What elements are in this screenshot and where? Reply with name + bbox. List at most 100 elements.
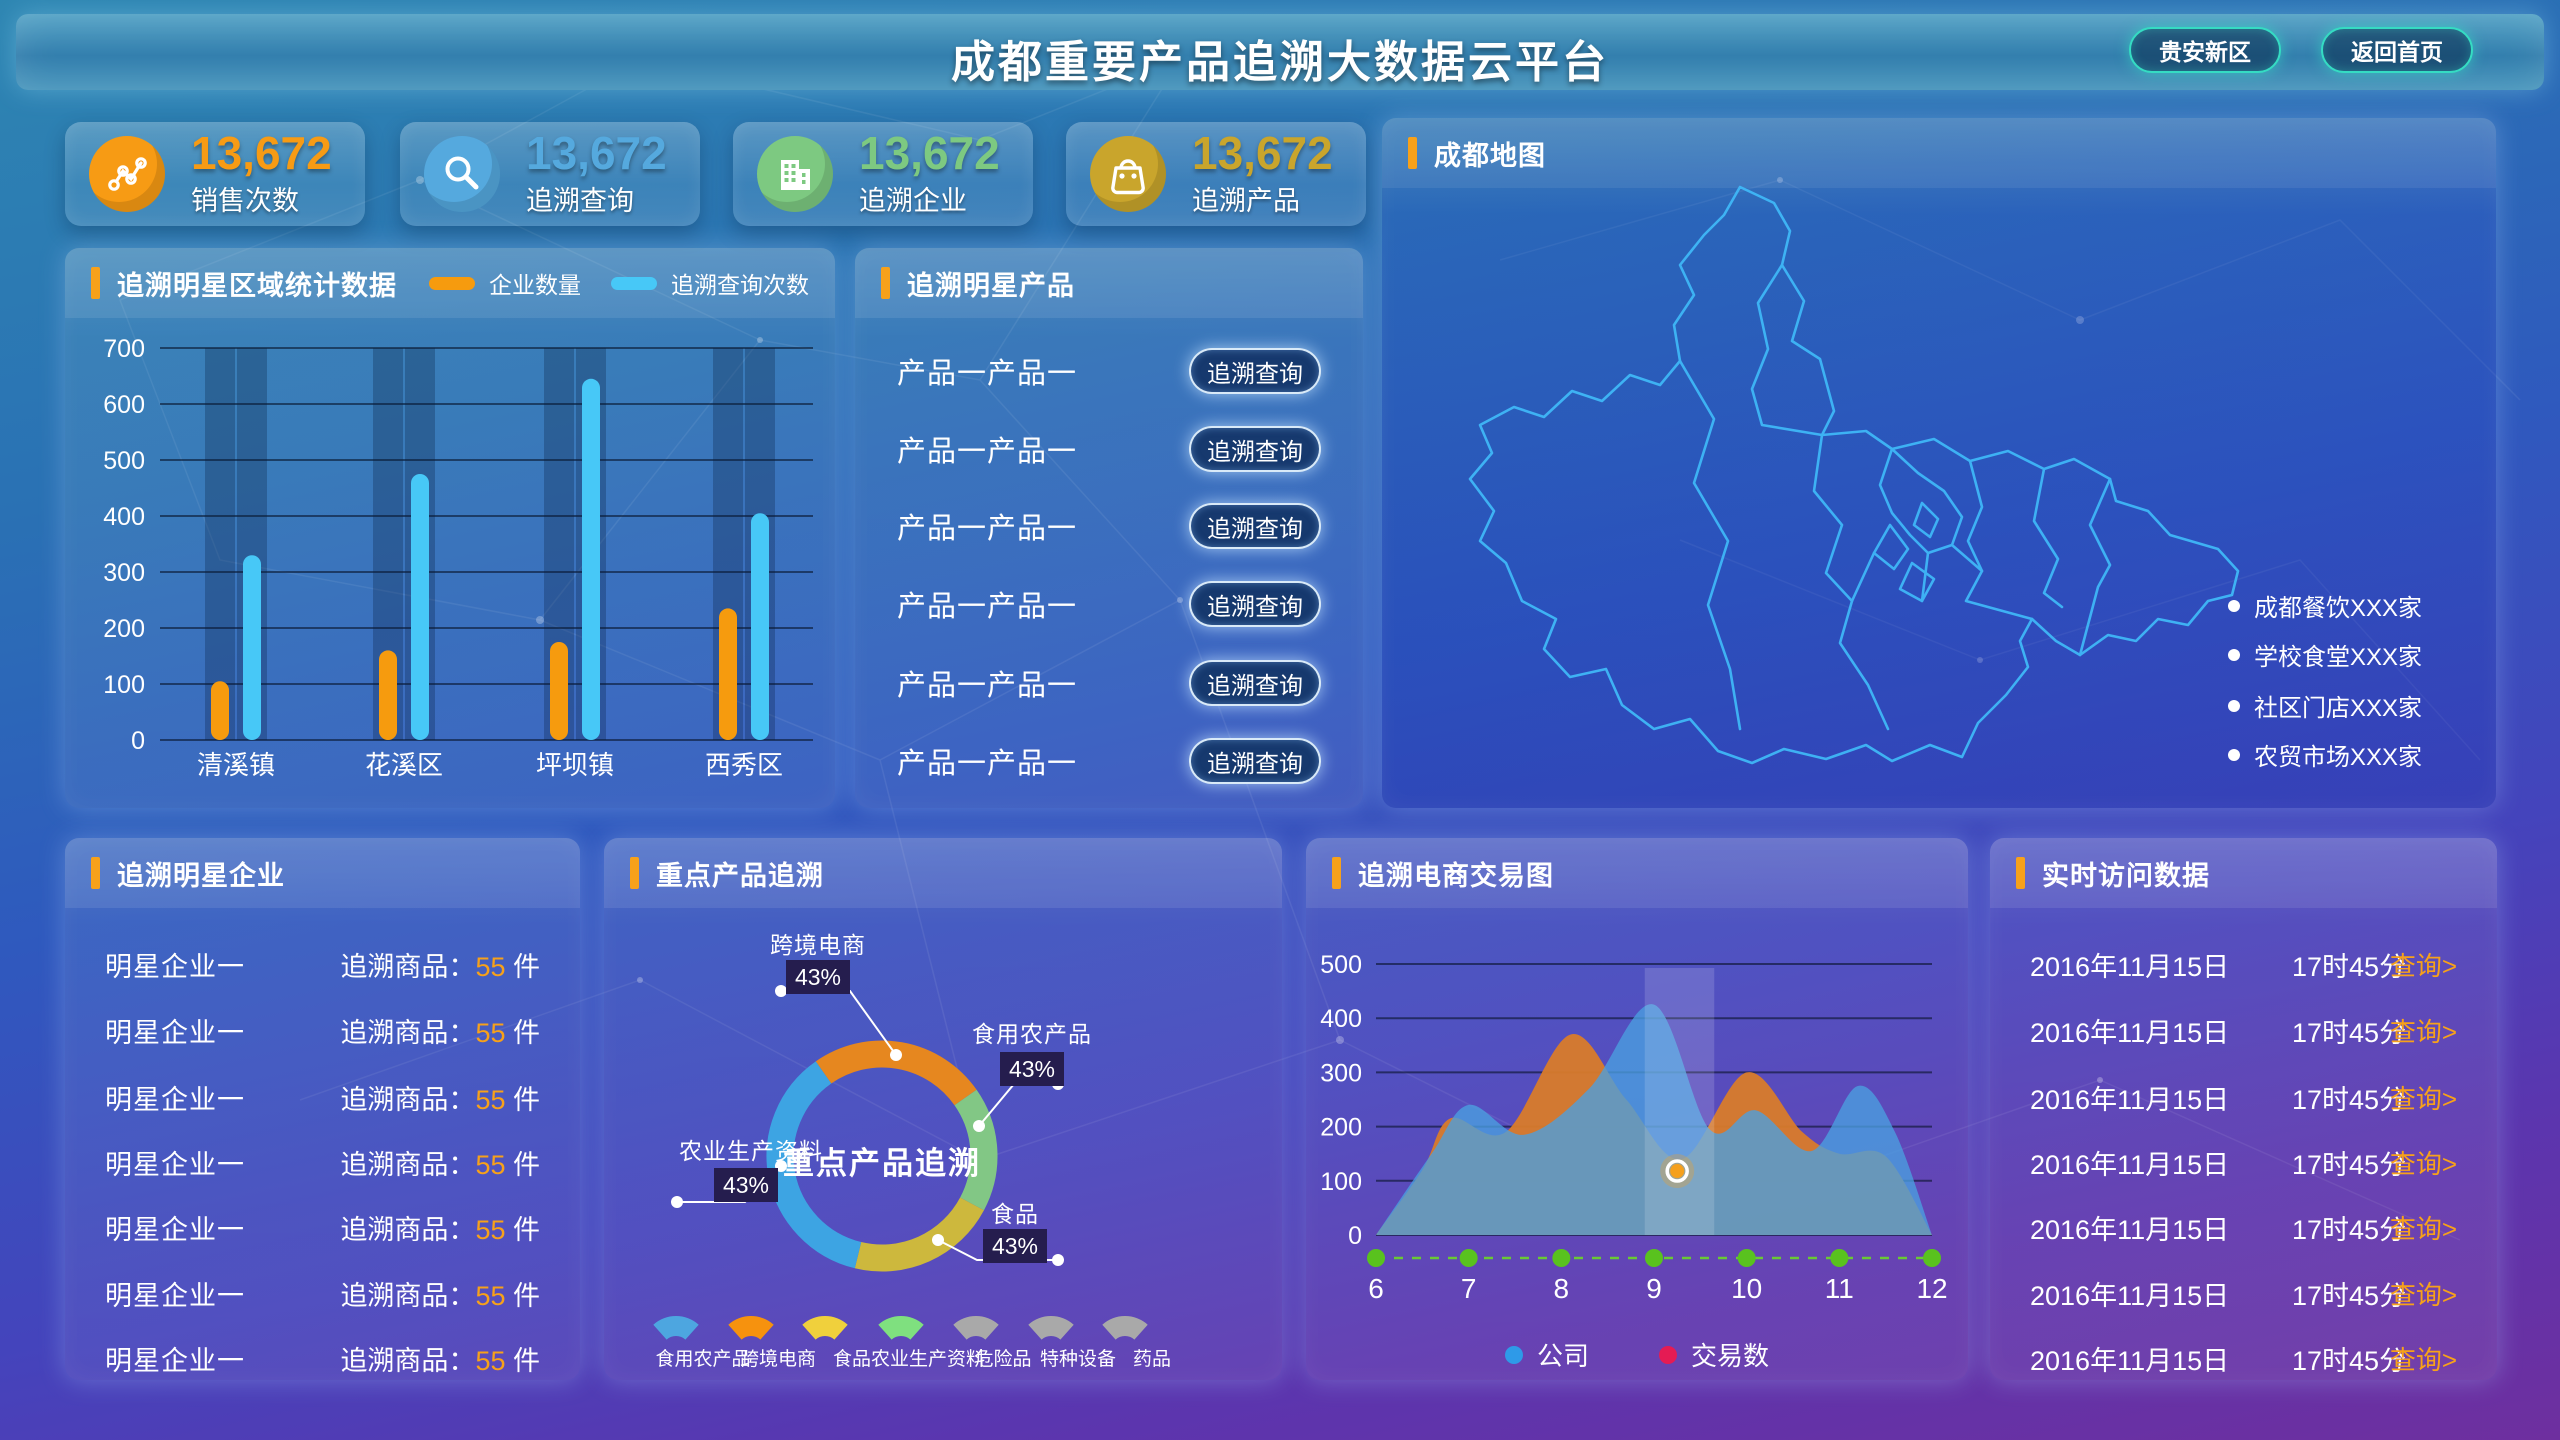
access-date: 2016年11月15日 (2030, 1280, 2230, 1311)
access-date: 2016年11月15日 (2030, 951, 2230, 982)
query-link[interactable]: 查询> (2389, 950, 2457, 981)
realtime-row: 2016年11月15日 17时45分 查询> (2030, 945, 2457, 983)
trace-query-button[interactable]: 追溯查询 (1189, 738, 1321, 784)
panel-title: 实时访问数据 (2042, 860, 2210, 891)
panel-title: 成都地图 (1434, 140, 1546, 171)
category-fan-icon: 跨境电商 (719, 1296, 837, 1371)
stat-value: 13,672 (1192, 126, 1333, 179)
svg-text:100: 100 (103, 671, 145, 699)
company-trace-count: 追溯商品：55 件 (340, 1084, 540, 1115)
svg-text:400: 400 (103, 503, 145, 531)
title-marker (91, 857, 100, 889)
ecommerce-chart-legend: 公司 交易数 (1306, 1336, 1968, 1373)
title-marker (91, 267, 100, 299)
access-time: 17时45分 (2292, 1345, 2407, 1376)
svg-text:清溪镇: 清溪镇 (197, 750, 275, 780)
trace-query-button[interactable]: 追溯查询 (1189, 426, 1321, 472)
category-fan-icon: 药品 (1093, 1296, 1211, 1371)
panel-title: 追溯明星企业 (117, 860, 285, 891)
panel-title: 追溯电商交易图 (1358, 860, 1554, 891)
guian-new-area-button[interactable]: 贵安新区 (2129, 27, 2281, 73)
stat-card-sales: 13,672 销售次数 (65, 122, 365, 226)
svg-text:9: 9 (1646, 1273, 1662, 1304)
trace-query-button[interactable]: 追溯查询 (1189, 348, 1321, 394)
company-trace-count: 追溯商品：55 件 (340, 1017, 540, 1048)
company-row: 明星企业一 追溯商品：55 件 (105, 1011, 540, 1049)
product-row: 产品一产品一 追溯查询 (897, 581, 1321, 627)
ecommerce-chart-panel: 追溯电商交易图 0 100 200 300 400 500 6 7 8 9 10 11 12 公司 交易… (1306, 838, 1968, 1380)
category-fan-icon: 危险品 (944, 1296, 1062, 1371)
access-time: 17时45分 (2292, 1214, 2407, 1245)
svg-text:500: 500 (1320, 951, 1362, 979)
chengdu-map-panel: 成都地图 成都餐饮XXX家 学校食堂XXX家 社区门店XXX家 农贸市场XXX家 (1382, 118, 2496, 808)
category-fan-icon: 食用农产品 (644, 1296, 762, 1371)
realtime-access-panel: 实时访问数据 2016年11月15日 17时45分 查询> 2016年11月15日 1… (1990, 838, 2497, 1380)
legend-item-transactions[interactable]: 交易数 (1659, 1336, 1769, 1373)
category-label: 危险品 (974, 1349, 1032, 1370)
product-name: 产品一产品一 (897, 358, 1078, 390)
access-date: 2016年11月15日 (2030, 1149, 2230, 1180)
panel-title: 追溯明星产品 (907, 270, 1075, 301)
chengdu-map[interactable] (1422, 173, 2262, 773)
query-link[interactable]: 查询> (2389, 1344, 2457, 1375)
company-trace-count: 追溯商品：55 件 (340, 1345, 540, 1376)
legend-item-company[interactable]: 公司 (1504, 1336, 1589, 1373)
stat-value: 13,672 (191, 126, 332, 179)
legend-swatch-queries[interactable] (611, 276, 657, 290)
trace-query-button[interactable]: 追溯查询 (1189, 503, 1321, 549)
realtime-row: 2016年11月15日 17时45分 查询> (2030, 1208, 2457, 1246)
map-legend-label: 成都餐饮XXX家 (2254, 595, 2423, 622)
svg-text:11: 11 (1825, 1273, 1854, 1304)
product-row: 产品一产品一 追溯查询 (897, 738, 1321, 784)
stat-card-trace-product: 13,672 追溯产品 (1066, 122, 1366, 226)
map-legend-item: 农贸市场XXX家 (2228, 737, 2422, 772)
company-name: 明星企业一 (105, 1214, 245, 1245)
company-trace-count: 追溯商品：55 件 (340, 1280, 540, 1311)
legend-dot-icon (1659, 1345, 1677, 1364)
access-time: 17时45分 (2292, 1084, 2407, 1115)
realtime-row: 2016年11月15日 17时45分 查询> (2030, 1078, 2457, 1116)
query-link[interactable]: 查询> (2389, 1213, 2457, 1244)
query-link[interactable]: 查询> (2389, 1148, 2457, 1179)
svg-text:坪坝镇: 坪坝镇 (536, 750, 614, 780)
stat-label: 销售次数 (191, 186, 299, 217)
trace-query-button[interactable]: 追溯查询 (1189, 660, 1321, 706)
legend-swatch-companies[interactable] (429, 276, 475, 290)
company-row: 明星企业一 追溯商品：55 件 (105, 1274, 540, 1312)
svg-text:600: 600 (103, 391, 145, 419)
company-name: 明星企业一 (105, 1084, 245, 1115)
svg-text:300: 300 (1320, 1059, 1362, 1087)
bullet-dot-icon (2228, 748, 2240, 761)
ecommerce-area-chart: 0 100 200 300 400 500 6 7 8 9 10 11 12 (1320, 951, 1947, 1304)
query-link[interactable]: 查询> (2389, 1016, 2457, 1047)
legend-label-queries[interactable]: 追溯查询次数 (671, 272, 809, 298)
access-time: 17时45分 (2292, 1017, 2407, 1048)
map-legend-label: 农贸市场XXX家 (2254, 744, 2423, 771)
map-legend-item: 学校食堂XXX家 (2228, 637, 2422, 672)
query-link[interactable]: 查询> (2389, 1083, 2457, 1114)
company-name: 明星企业一 (105, 1280, 245, 1311)
company-name: 明星企业一 (105, 951, 245, 982)
legend-label-companies[interactable]: 企业数量 (489, 272, 581, 298)
svg-text:200: 200 (103, 615, 145, 643)
category-label: 食品 (832, 1349, 871, 1370)
trace-query-button[interactable]: 追溯查询 (1189, 581, 1321, 627)
access-time: 17时45分 (2292, 1280, 2407, 1311)
bullet-dot-icon (2228, 648, 2240, 661)
access-date: 2016年11月15日 (2030, 1017, 2230, 1048)
svg-text:300: 300 (103, 559, 145, 587)
stat-value: 13,672 (526, 126, 667, 179)
product-row: 产品一产品一 追溯查询 (897, 426, 1321, 472)
category-label: 特种设备 (1039, 1349, 1116, 1370)
map-legend-label: 学校食堂XXX家 (2254, 644, 2423, 671)
realtime-row: 2016年11月15日 17时45分 查询> (2030, 1339, 2457, 1377)
search-icon (424, 136, 500, 212)
back-home-button[interactable]: 返回首页 (2321, 27, 2473, 73)
company-name: 明星企业一 (105, 1017, 245, 1048)
query-link[interactable]: 查询> (2389, 1279, 2457, 1310)
svg-text:500: 500 (103, 447, 145, 475)
product-row: 产品一产品一 追溯查询 (897, 660, 1321, 706)
star-companies-panel: 追溯明星企业 明星企业一 追溯商品：55 件 明星企业一 追溯商品：55 件 明星企… (65, 838, 580, 1380)
product-name: 产品一产品一 (897, 591, 1078, 623)
svg-text:6: 6 (1368, 1273, 1384, 1304)
